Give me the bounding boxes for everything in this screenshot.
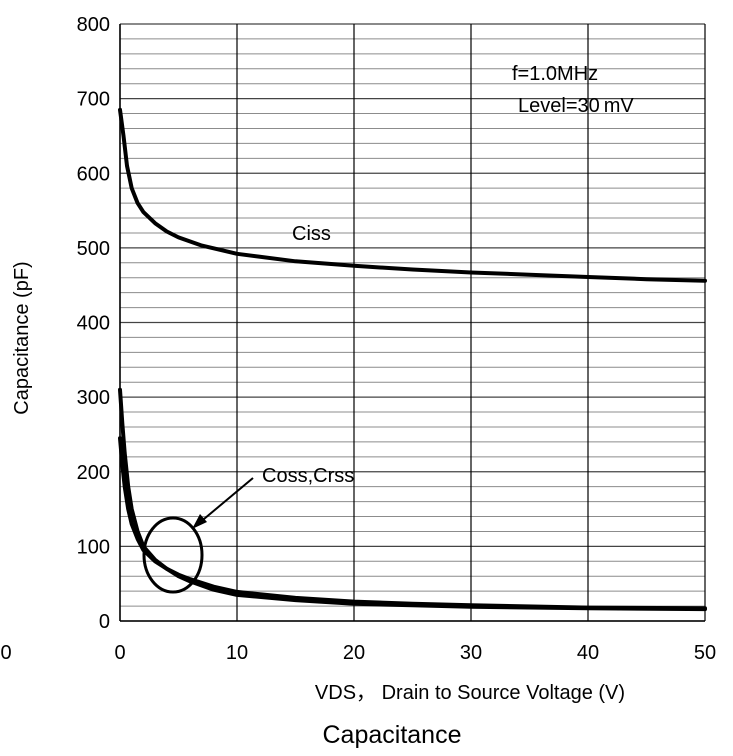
y-axis-label: Capacitance (pF) xyxy=(11,261,33,414)
x-tick-label: 0 xyxy=(114,642,125,664)
x-tick-label: 50 xyxy=(694,642,716,664)
coss-crss-series-label: Coss,Crss xyxy=(262,465,354,487)
coss-crss-highlight-ellipse xyxy=(142,516,204,594)
x-tick-label: 40 xyxy=(577,642,599,664)
x-tick-label: 30 xyxy=(460,642,482,664)
x-axis-label: VDS， Drain to Source Voltage (V) xyxy=(315,682,625,704)
x-tick-label: 10 xyxy=(226,642,248,664)
y-tick-label: 200 xyxy=(77,462,110,484)
minor-gridlines xyxy=(120,38,705,607)
x-axis-ticks: 0 10 20 30 40 50 xyxy=(114,642,716,664)
y-tick-label: 100 xyxy=(77,536,110,558)
coss-crss-callout-arrow xyxy=(197,477,254,525)
x-tick-label: 20 xyxy=(343,642,365,664)
condition-level: Level=30 mV xyxy=(518,95,634,117)
y-tick-label: 600 xyxy=(77,163,110,185)
series-line-crss xyxy=(118,436,707,611)
coss-crss-callout-arrowhead xyxy=(192,514,207,529)
y-tick-label: 300 xyxy=(77,387,110,409)
chart-title: Capacitance xyxy=(323,721,462,749)
series-layer xyxy=(118,107,707,612)
y-tick-label: 800 xyxy=(77,14,110,36)
y-tick-label: 700 xyxy=(77,89,110,111)
y-tick-label: 400 xyxy=(77,313,110,335)
y-axis-ticks: 0 100 200 300 400 500 600 700 800 xyxy=(77,14,110,633)
condition-frequency: f=1.0MHz xyxy=(512,63,598,85)
stray-left-tick-label: 0 xyxy=(0,642,11,664)
y-tick-label: 0 xyxy=(99,611,110,633)
ciss-series-label: Ciss xyxy=(292,223,331,245)
series-line-ciss xyxy=(118,107,707,283)
y-tick-label: 500 xyxy=(77,238,110,260)
